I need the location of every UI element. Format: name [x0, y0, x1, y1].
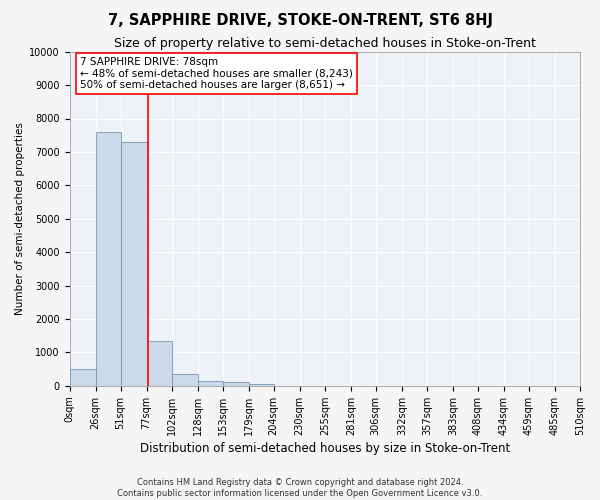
Bar [70, 369, 95, 386]
Text: 7 SAPPHIRE DRIVE: 78sqm
← 48% of semi-detached houses are smaller (8,243)
50% of: 7 SAPPHIRE DRIVE: 78sqm ← 48% of semi-de… [80, 56, 353, 90]
Y-axis label: Number of semi-detached properties: Number of semi-detached properties [15, 122, 25, 315]
Title: Size of property relative to semi-detached houses in Stoke-on-Trent: Size of property relative to semi-detach… [114, 38, 536, 51]
Bar [223, 382, 248, 386]
Bar [248, 384, 274, 386]
Bar [197, 381, 223, 386]
Bar [146, 340, 172, 386]
Text: 7, SAPPHIRE DRIVE, STOKE-ON-TRENT, ST6 8HJ: 7, SAPPHIRE DRIVE, STOKE-ON-TRENT, ST6 8… [107, 12, 493, 28]
Text: Contains HM Land Registry data © Crown copyright and database right 2024.
Contai: Contains HM Land Registry data © Crown c… [118, 478, 482, 498]
Bar [95, 132, 121, 386]
Bar [121, 142, 146, 386]
X-axis label: Distribution of semi-detached houses by size in Stoke-on-Trent: Distribution of semi-detached houses by … [140, 442, 510, 455]
Bar [172, 374, 197, 386]
